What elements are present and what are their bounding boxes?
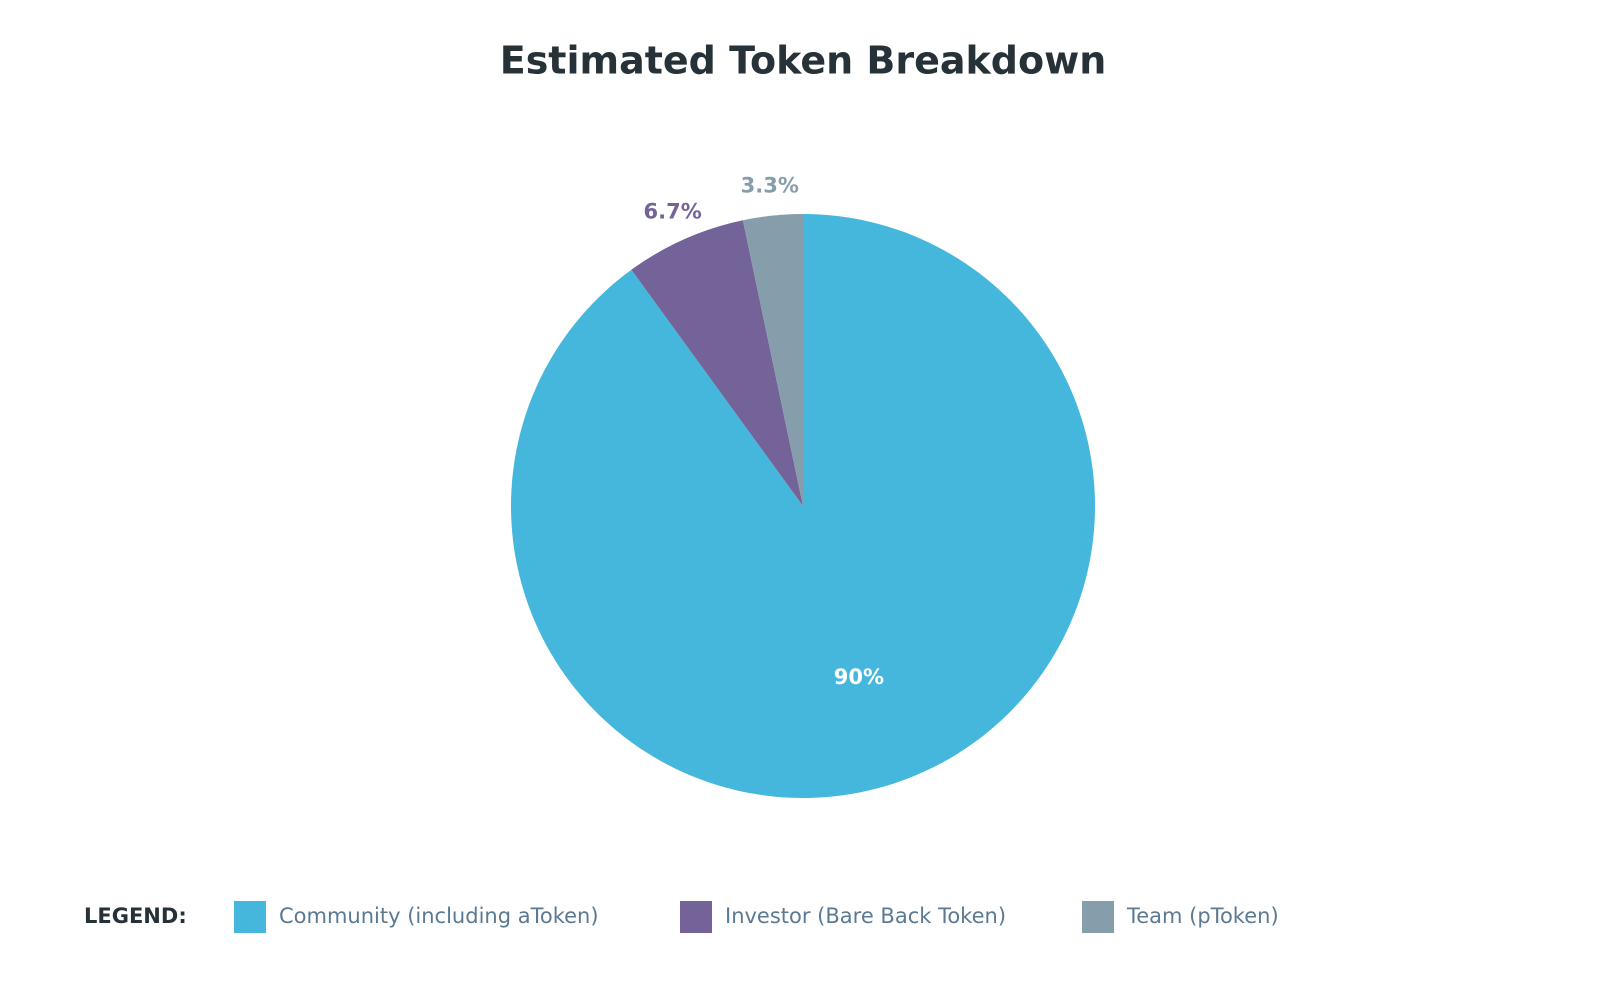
legend-swatch [234,901,266,933]
pie-slice [631,220,803,506]
legend-swatch [1082,901,1114,933]
legend-title: LEGEND: [84,904,187,928]
legend-label: Investor (Bare Back Token) [725,904,1006,928]
legend-swatch [680,901,712,933]
legend-label: Community (including aToken) [279,904,599,928]
chart-title: Estimated Token Breakdown [500,39,1107,83]
pie-slice [510,214,1095,799]
data-label: 3.3% [741,174,799,198]
data-label: 90% [834,665,884,689]
data-label: 6.7% [644,199,702,223]
legend-label: Team (pToken) [1126,904,1279,928]
pie-slice [742,214,803,506]
